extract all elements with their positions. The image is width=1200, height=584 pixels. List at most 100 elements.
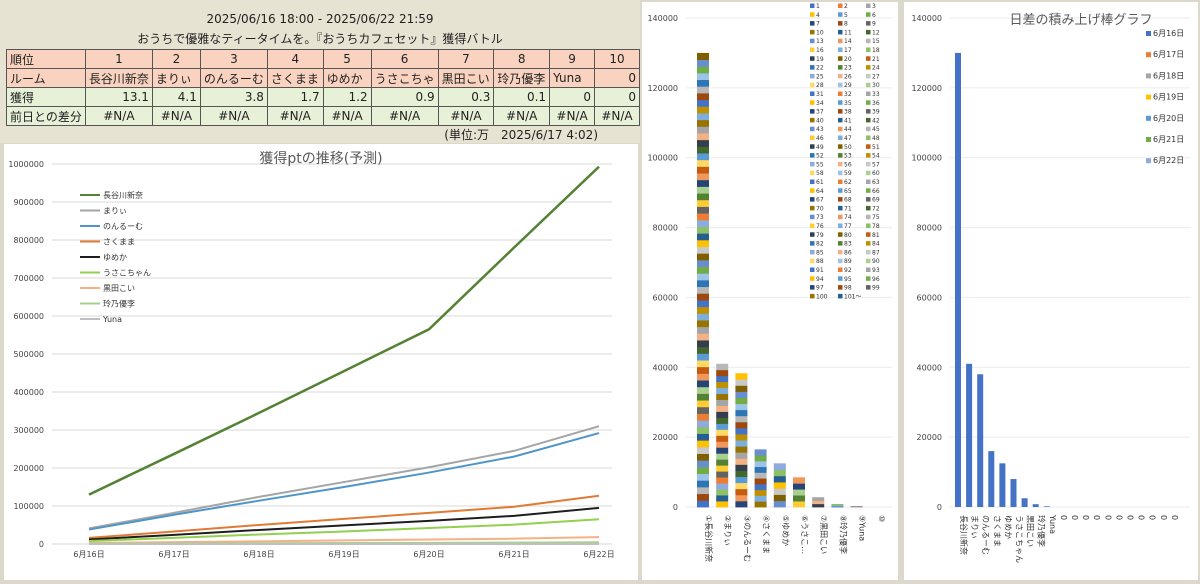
rank-cell[interactable]: 4 [266,49,324,69]
bar-segment [716,369,729,377]
diff-cell[interactable]: #N/A [266,106,324,126]
legend-label: 4 [816,12,820,19]
series-line [88,494,600,539]
legend-swatch [866,47,871,52]
earned-cell[interactable]: 13.1 [84,87,153,107]
bar-segment [812,503,825,508]
legend-label: 72 [872,205,880,212]
bar-segment [735,458,748,465]
room-cell[interactable]: のんるーむ [199,68,268,88]
y-tick-label: 500000 [13,350,44,359]
rank-cell[interactable]: 9 [549,49,596,69]
legend-swatch [866,109,871,114]
legend-label: 48 [872,135,880,142]
legend-label: 42 [872,117,880,124]
legend-label: 64 [816,188,824,195]
earned-cell[interactable]: 0 [594,87,640,107]
room-cell[interactable]: 黒田こい [437,68,495,88]
rank-cell[interactable]: 6 [370,49,439,69]
bar-segment [754,460,767,468]
room-cell[interactable]: さくまま [266,68,324,88]
legend-label: 57 [872,161,880,168]
diff-cell[interactable]: #N/A [84,106,153,126]
legend-swatch [838,188,843,193]
x-tick-label: ⑨Yuna [858,515,867,541]
legend-swatch [866,214,871,220]
legend-swatch [810,109,815,114]
x-tick-label: ③のんるーむ [742,515,751,562]
rank-cell[interactable]: 8 [493,49,551,69]
rank-cell[interactable]: 3 [199,49,268,69]
diff-cell[interactable]: #N/A [322,106,372,126]
legend-swatch [838,38,843,44]
diff-cell[interactable]: #N/A [437,106,495,126]
earned-cell[interactable]: 4.1 [151,87,201,107]
legend-label: 10 [816,29,824,36]
room-cell[interactable]: うさこちゃ [370,68,439,88]
rank-cell[interactable]: 7 [437,49,495,69]
diff-cell[interactable]: #N/A [549,106,596,126]
diff-cell[interactable]: #N/A [493,106,551,126]
bar [999,463,1006,507]
bar-segment [716,459,729,466]
room-cell[interactable]: まりぃ [151,68,201,88]
bar-segment [716,441,729,448]
bar-segment [697,206,709,214]
room-cell[interactable]: 0 [594,68,640,88]
legend-swatch [838,293,843,299]
bar-segment [793,483,805,490]
bar-segment [697,233,709,241]
earned-cell[interactable]: 0.3 [437,87,495,107]
earned-cell[interactable]: 3.8 [199,87,268,107]
legend-swatch [810,65,815,70]
diff-cell[interactable]: #N/A [199,106,268,126]
y-tick-label: 300000 [13,426,44,435]
room-cell[interactable]: 長谷川新奈 [84,68,153,88]
bar-segment [716,447,729,454]
legend-label: 黒田こい [103,284,135,293]
legend-label: 49 [816,144,824,151]
bar-segment [716,375,729,383]
legend-label: 98 [844,285,852,292]
rank-cell[interactable]: 10 [594,49,640,69]
legend-swatch [838,161,843,167]
legend-label: 90 [872,258,880,265]
legend-label: 99 [872,285,880,292]
legend-swatch [810,285,815,290]
rank-cell[interactable]: 2 [151,49,201,69]
earned-cell[interactable]: 1.2 [322,87,372,107]
legend-swatch [838,135,843,140]
earned-cell[interactable]: 0.9 [370,87,439,107]
legend-label: 86 [844,249,852,256]
bar-segment [812,497,825,501]
legend-swatch [838,56,843,61]
x-tick-label: ⑥うさこ… [800,515,809,554]
earned-cell[interactable]: 0 [549,87,596,107]
room-cell[interactable]: 玲乃優李 [493,68,551,88]
earned-cell[interactable]: 1.7 [266,87,324,107]
diff-cell[interactable]: #N/A [370,106,439,126]
legend-swatch [866,276,871,281]
bar-segment [773,463,786,470]
bar-segment [716,501,729,508]
room-cell[interactable]: Yuna [549,68,596,88]
rank-cell[interactable]: 1 [84,49,153,69]
diff-cell[interactable]: #N/A [594,106,640,126]
legend-label: 41 [844,117,852,124]
x-tick-label: 0 [1081,515,1090,520]
bar-segment [697,92,709,101]
earned-cell[interactable]: 0.1 [493,87,551,107]
bar-segment [754,455,767,462]
rank-cell[interactable]: 5 [322,49,372,69]
legend-label: 6月18日 [1153,71,1184,80]
legend-label: 18 [872,47,880,54]
daily-diff-chart-panel: 0 20000 40000 60000 80000 100000 120000 140000 日… [904,2,1198,580]
room-cell[interactable]: ゆめか [322,68,372,88]
bar-segment [735,470,748,477]
bar-segment [735,476,748,484]
bar-segment [697,440,709,448]
legend-swatch [866,100,871,105]
legend-label: 59 [844,170,852,177]
legend-swatch [810,47,815,52]
diff-cell[interactable]: #N/A [151,106,201,126]
